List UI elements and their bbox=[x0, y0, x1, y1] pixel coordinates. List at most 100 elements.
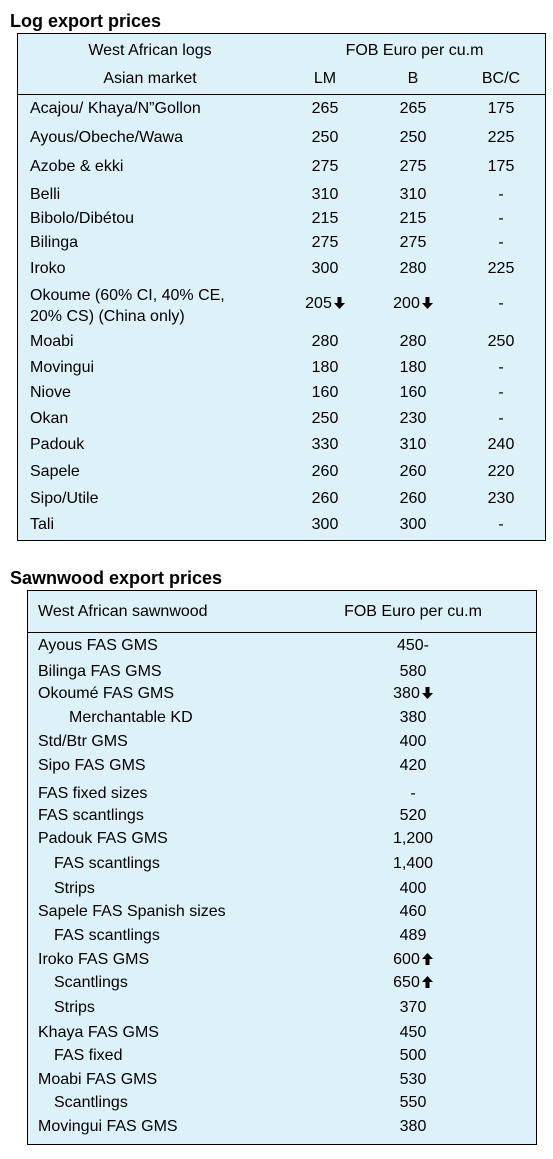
arrow-down-icon bbox=[421, 297, 433, 309]
log-b-value: 275 bbox=[399, 158, 427, 175]
log-lm-value: 330 bbox=[311, 436, 339, 453]
sawn-price-value: 450- bbox=[396, 637, 430, 654]
log-lm-value: 180 bbox=[311, 359, 339, 376]
sawn-product-name: FAS scantlings bbox=[54, 927, 160, 944]
sawn-product-name: FAS fixed sizes bbox=[38, 785, 148, 802]
log-b-value: 200 bbox=[368, 295, 458, 313]
sawn-price-value: 650 bbox=[313, 974, 513, 992]
sawn-product-name: Moabi FAS GMS bbox=[38, 1071, 158, 1088]
log-lm-header: LM bbox=[313, 70, 337, 87]
log-b-value: 215 bbox=[399, 210, 427, 227]
log-header-divider bbox=[18, 94, 545, 95]
log-col1-header: West African logs bbox=[88, 42, 212, 59]
log-b-value: 280 bbox=[399, 333, 427, 350]
log-b-value: 280 bbox=[399, 260, 427, 277]
log-lm-value: 205 bbox=[282, 295, 368, 313]
log-bcc-value: - bbox=[498, 234, 504, 251]
log-lm-value: 250 bbox=[311, 410, 339, 427]
sawn-product-name: FAS scantlings bbox=[38, 807, 144, 824]
sawn-product-name: Okoumé FAS GMS bbox=[38, 685, 175, 702]
log-bcc-value: 175 bbox=[487, 158, 515, 175]
sawn-price-value: 1,400 bbox=[392, 855, 434, 872]
sawn-col1-header: West African sawnwood bbox=[38, 603, 208, 620]
log-species-name: Iroko bbox=[30, 260, 66, 277]
log-b-value: 260 bbox=[399, 490, 427, 507]
log-species-name: Niove bbox=[30, 384, 71, 401]
log-species-name: Sapele bbox=[30, 463, 80, 480]
log-lm-value: 160 bbox=[311, 384, 339, 401]
sawn-product-name: Merchantable KD bbox=[69, 709, 193, 726]
log-bcc-value: 175 bbox=[487, 100, 515, 117]
log-lm-value: 275 bbox=[311, 158, 339, 175]
log-bcc-value: - bbox=[498, 516, 504, 533]
log-species-name: Bilinga bbox=[30, 234, 79, 251]
log-species-name-line2: 20% CS) (China only) bbox=[30, 308, 185, 325]
arrow-down-icon bbox=[421, 687, 433, 699]
log-bcc-value: 250 bbox=[487, 333, 515, 350]
sawn-price-value: 380 bbox=[313, 685, 513, 703]
sawn-price-value: - bbox=[410, 785, 416, 802]
log-species-name-line1: Okoume (60% CI, 40% CE, bbox=[30, 287, 225, 304]
log-b-value: 250 bbox=[399, 129, 427, 146]
log-bcc-value: - bbox=[498, 186, 504, 203]
arrow-up-icon bbox=[421, 953, 433, 965]
sawn-product-name: Padouk FAS GMS bbox=[38, 830, 168, 847]
log-b-value: 265 bbox=[399, 100, 427, 117]
log-bcc-value: - bbox=[498, 359, 504, 376]
sawn-price-value: 1,200 bbox=[392, 830, 434, 847]
log-bcc-value: 225 bbox=[487, 129, 515, 146]
log-b-value: 300 bbox=[399, 516, 427, 533]
sawn-price-value: 400 bbox=[399, 733, 427, 750]
log-section-title: Log export prices bbox=[10, 11, 162, 31]
sawn-section-title: Sawnwood export prices bbox=[10, 568, 223, 588]
log-lm-value: 215 bbox=[311, 210, 339, 227]
log-lm-value: 310 bbox=[311, 186, 339, 203]
sawn-price-value: 500 bbox=[399, 1047, 427, 1064]
sawn-product-name: Std/Btr GMS bbox=[38, 733, 128, 750]
log-col1-subheader: Asian market bbox=[103, 70, 197, 87]
sawn-price-value: 420 bbox=[399, 757, 427, 774]
sawn-price-value: 550 bbox=[399, 1094, 427, 1111]
log-lm-value: 275 bbox=[311, 234, 339, 251]
log-bcc-value: 240 bbox=[487, 436, 515, 453]
log-species-name: Okan bbox=[30, 410, 69, 427]
sawn-price-value: 530 bbox=[399, 1071, 427, 1088]
sawn-product-name: Sipo FAS GMS bbox=[38, 757, 146, 774]
sawn-product-name: Scantlings bbox=[54, 1094, 128, 1111]
log-lm-value: 300 bbox=[311, 260, 339, 277]
log-species-name: Padouk bbox=[30, 436, 85, 453]
sawn-product-name: Ayous FAS GMS bbox=[38, 637, 158, 654]
log-species-name: Ayous/Obeche/Wawa bbox=[30, 129, 183, 146]
arrow-down-icon bbox=[333, 297, 345, 309]
log-species-name: Tali bbox=[30, 516, 55, 533]
log-b-header: B bbox=[407, 70, 419, 87]
log-b-value: 260 bbox=[399, 463, 427, 480]
sawn-price-value: 580 bbox=[399, 663, 427, 680]
sawn-price-value: 370 bbox=[399, 999, 427, 1016]
sawn-product-name: Scantlings bbox=[54, 974, 128, 991]
log-bcc-value: - bbox=[498, 410, 504, 427]
sawn-price-header: FOB Euro per cu.m bbox=[344, 603, 482, 620]
sawn-price-value: 489 bbox=[399, 927, 427, 944]
sawn-price-value: 400 bbox=[399, 880, 427, 897]
sawn-price-value: 520 bbox=[399, 807, 427, 824]
log-species-name: Movingui bbox=[30, 359, 95, 376]
log-b-value: 180 bbox=[399, 359, 427, 376]
log-bcc-header: BC/C bbox=[481, 70, 521, 87]
sawn-price-table: West African sawnwood FOB Euro per cu.m … bbox=[27, 590, 537, 1145]
sawn-header-divider bbox=[28, 632, 536, 633]
log-species-name: Azobe & ekki bbox=[30, 158, 124, 175]
log-lm-value: 280 bbox=[311, 333, 339, 350]
log-lm-value: 260 bbox=[311, 463, 339, 480]
log-lm-value: 265 bbox=[311, 100, 339, 117]
log-species-name: Belli bbox=[30, 186, 61, 203]
sawn-price-value: 380 bbox=[399, 709, 427, 726]
log-b-value: 160 bbox=[399, 384, 427, 401]
log-b-value: 275 bbox=[399, 234, 427, 251]
log-lm-value: 260 bbox=[311, 490, 339, 507]
arrow-up-icon bbox=[421, 976, 433, 988]
sawn-product-name: Strips bbox=[54, 999, 95, 1016]
sawn-product-name: Movingui FAS GMS bbox=[38, 1118, 178, 1135]
log-lm-value: 250 bbox=[311, 129, 339, 146]
log-b-value: 310 bbox=[399, 436, 427, 453]
